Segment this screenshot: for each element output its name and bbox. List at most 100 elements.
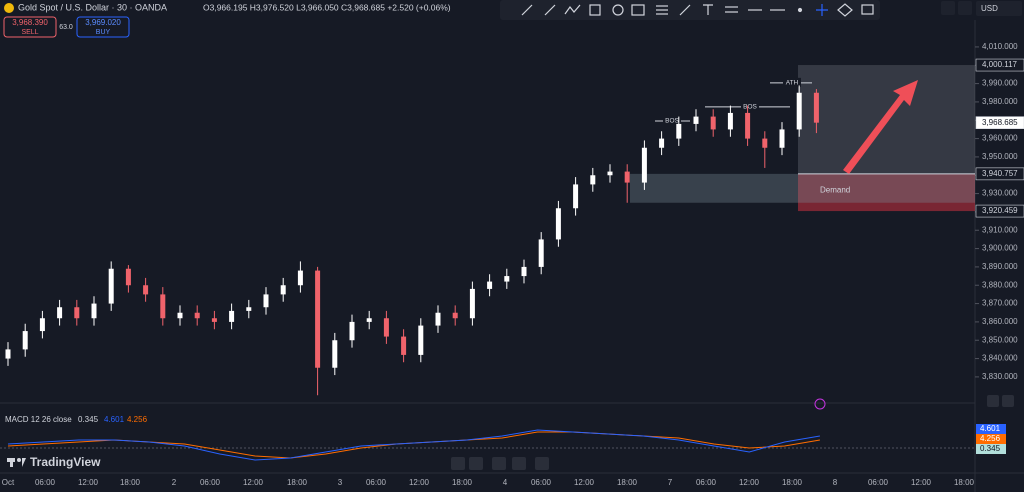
x-tick-label: 12:00 (409, 478, 430, 487)
scroll-left[interactable] (492, 457, 506, 470)
signal-value: 4.256 (127, 415, 148, 424)
x-tick-label: 06:00 (696, 478, 717, 487)
candle-body (263, 294, 269, 308)
log-scale[interactable] (1002, 395, 1014, 407)
macd-tag-label: 0.345 (980, 444, 1001, 453)
candle-body (22, 331, 28, 350)
level-label-bg (741, 101, 759, 111)
candle-body (57, 307, 63, 319)
scroll-right[interactable] (512, 457, 526, 470)
x-tick-label: 12:00 (911, 478, 932, 487)
candle-body (108, 268, 114, 304)
level-label: ATH (786, 80, 799, 87)
x-tick-label: 12:00 (574, 478, 595, 487)
y-tick-label: 3,990.000 (982, 79, 1018, 88)
x-tick-label: 06:00 (531, 478, 552, 487)
macd-hist-value: 0.345 (78, 415, 99, 424)
candle-body (418, 325, 424, 355)
macd-tag (976, 424, 1006, 434)
currency: USD (981, 4, 998, 13)
sell-button[interactable] (3, 16, 57, 38)
candle-body (383, 318, 389, 337)
candle-body (779, 129, 785, 148)
candle-body (710, 116, 716, 130)
x-tick-label: 3 (338, 478, 343, 487)
x-tick-label: 06:00 (366, 478, 387, 487)
brand: TradingView (30, 455, 101, 469)
candle-body (435, 312, 441, 326)
x-tick-label: 06:00 (868, 478, 889, 487)
candle-body (676, 123, 682, 139)
symbol-icon (4, 3, 14, 13)
price-tag-label: 3,940.757 (982, 169, 1018, 178)
zoom-out[interactable] (451, 457, 465, 470)
candle-body (366, 318, 372, 322)
x-tick-label: 18:00 (782, 478, 803, 487)
candle-body (91, 303, 97, 319)
download-button[interactable] (941, 1, 955, 15)
currency-select[interactable] (976, 1, 1022, 16)
x-tick-label: 4 (503, 478, 508, 487)
candle-body (297, 270, 303, 286)
price-tag-label: 3,920.459 (982, 206, 1018, 215)
buy-price: 3,969.020 (85, 18, 121, 27)
candle-body (590, 175, 596, 185)
alert-icon (814, 398, 826, 410)
x-tick-label: 2 (172, 478, 177, 487)
y-tick-label: 3,980.000 (982, 97, 1018, 106)
x-tick-label: 7 (668, 478, 673, 487)
macd-tag (976, 444, 1006, 454)
ohlc: O3,966.195 H3,976.520 L3,966.050 C3,968.… (203, 2, 451, 12)
y-tick-label: 3,900.000 (982, 244, 1018, 253)
y-tick-label: 3,960.000 (982, 134, 1018, 143)
sell-zone (798, 173, 975, 212)
candle-body (538, 239, 544, 267)
buy-button[interactable] (76, 16, 130, 38)
candle-body (487, 281, 493, 289)
y-tick-label: 4,010.000 (982, 42, 1018, 51)
candle-body (796, 92, 802, 130)
y-tick-label: 3,950.000 (982, 152, 1018, 161)
macd-title: MACD 12 26 close (5, 415, 72, 424)
zoom-in[interactable] (469, 457, 483, 470)
price-tag (975, 116, 1024, 129)
reset[interactable] (535, 457, 549, 470)
y-tick-label: 3,870.000 (982, 299, 1018, 308)
price-tag-label: 3,968.685 (982, 118, 1018, 127)
layout-button[interactable] (958, 1, 972, 15)
macd-tag-label: 4.256 (980, 434, 1001, 443)
y-tick-label: 3,890.000 (982, 262, 1018, 271)
candle-body (624, 171, 630, 183)
candle-body (280, 285, 286, 295)
candle-body (659, 138, 665, 148)
x-tick-label: 18:00 (287, 478, 308, 487)
y-tick-label: 3,830.000 (982, 372, 1018, 381)
candle-body (5, 349, 11, 359)
price-tag-label: 4,000.117 (982, 60, 1018, 69)
demand-zone (630, 173, 975, 203)
candle-body (211, 318, 217, 322)
price-axis: 4,010.0004,000.0003,990.0003,980.0003,97… (2, 42, 1024, 487)
candle-body (641, 147, 647, 183)
x-tick-label: 06:00 (35, 478, 56, 487)
y-tick-label: 3,930.000 (982, 189, 1018, 198)
candle-body (177, 312, 183, 319)
arrow-annotation (843, 80, 918, 174)
macd-tag-label: 4.601 (980, 424, 1001, 433)
brand-logo (7, 458, 26, 467)
macd-pane: MACD 12 26 close 0.345 4.601 4.2564.6014.25… (0, 415, 1006, 461)
auto-scale[interactable] (987, 395, 999, 407)
candle-body (452, 312, 458, 319)
price-tag (975, 167, 1024, 181)
candle-body (727, 112, 733, 130)
candle-body (521, 266, 527, 277)
x-tick-label: 18:00 (617, 478, 638, 487)
candle-body (469, 288, 475, 319)
candle-body (315, 270, 321, 368)
sell-price: 3,968.390 (12, 18, 48, 27)
x-tick-label: 12:00 (78, 478, 99, 487)
candle-body (229, 310, 235, 322)
candle-body (693, 116, 699, 124)
candle-body (555, 208, 561, 240)
